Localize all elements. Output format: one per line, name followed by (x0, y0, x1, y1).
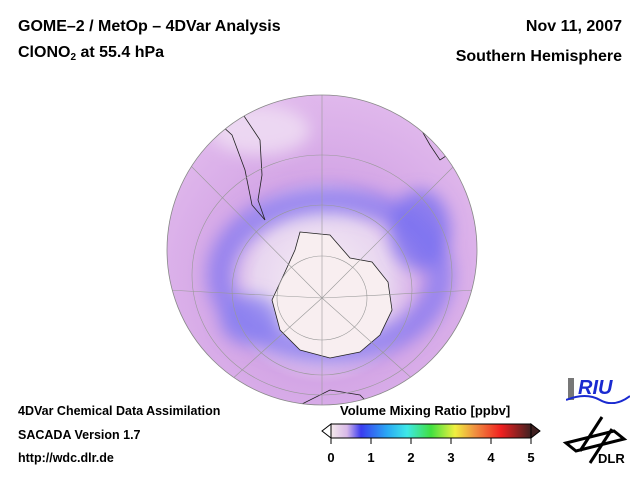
hemisphere-label: Southern Hemisphere (455, 48, 622, 65)
dlr-logo: DLR (562, 413, 632, 473)
footer-url[interactable]: http://wdc.dlr.de (18, 451, 114, 465)
species-name: ClONO (18, 44, 71, 61)
species-subscript: 2 (70, 52, 77, 63)
date-label: Nov 11, 2007 (525, 18, 622, 35)
colorbar-tick: 1 (367, 450, 375, 465)
colorbar-tick: 0 (327, 450, 335, 465)
colorbar (321, 422, 541, 444)
vortex-band (207, 105, 453, 363)
riu-logo: RIU (565, 372, 631, 409)
colorbar-tick: 5 (527, 450, 535, 465)
colorbar-title: Volume Mixing Ratio [ppbv] (340, 403, 511, 418)
colorbar-tick: 4 (487, 450, 495, 465)
dlr-logo-text: DLR (598, 451, 625, 466)
footer-line-1: 4DVar Chemical Data Assimilation (18, 404, 221, 418)
riu-logo-text: RIU (578, 377, 613, 399)
footer-version: SACADA Version 1.7 (18, 428, 141, 442)
colorbar-tick: 2 (407, 450, 415, 465)
analysis-title: GOME–2 / MetOp – 4DVar Analysis (18, 18, 281, 35)
species-level: ClONO2 at 55.4 hPa (18, 44, 164, 63)
pressure-level: at 55.4 hPa (76, 44, 165, 61)
graticule (167, 95, 477, 405)
colorbar-tick: 3 (447, 450, 455, 465)
